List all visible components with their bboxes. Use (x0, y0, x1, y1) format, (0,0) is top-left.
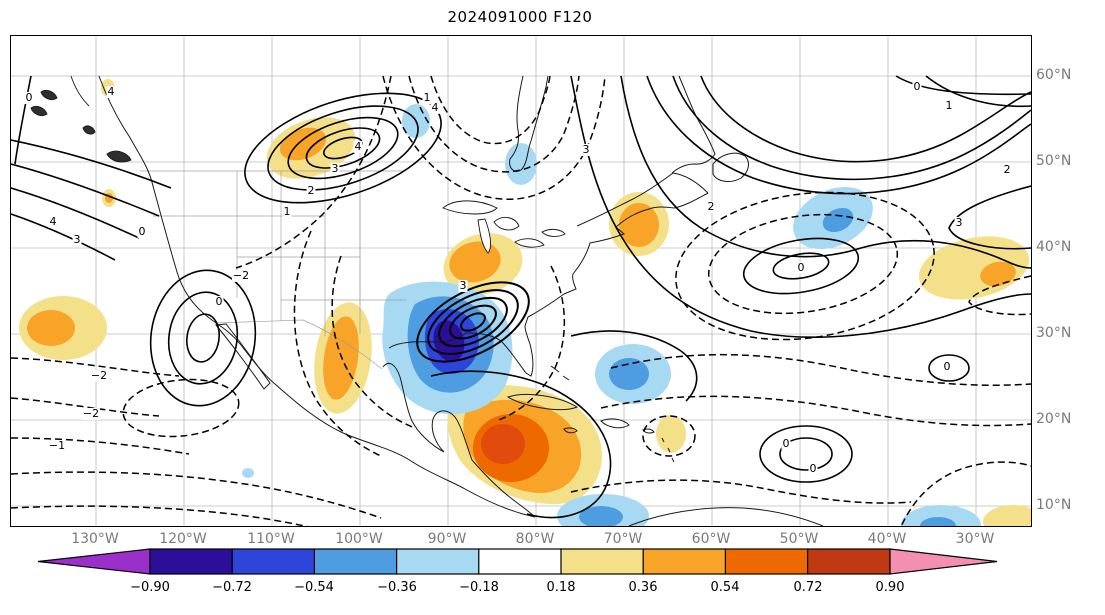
contour-label: 2 (1002, 162, 1012, 177)
contour-label: −2 (231, 268, 251, 283)
contour-label: 3 (458, 278, 468, 293)
map-plot-area: 0 4 4 3 2 1 1 4 3 0 −2 0 −2 −2 −1 4 3 3 … (10, 35, 1032, 527)
colorbar-tick: −0.18 (459, 580, 499, 595)
colorbar-tick: 0.90 (875, 580, 905, 595)
figure-title: 2024091000 F120 (447, 8, 593, 26)
colorbar-tick-labels: −0.90 −0.72 −0.54 −0.36 −0.18 0.18 0.36 … (35, 580, 1000, 598)
contour-label: 4 (106, 84, 116, 99)
contour-label: 3 (954, 215, 964, 230)
contour-label: 3 (581, 142, 591, 157)
colorbar-segment (642, 548, 727, 575)
lon-tick: 60°W (691, 531, 731, 547)
lat-tick: 50°N (1036, 153, 1072, 169)
lat-tick: 20°N (1036, 411, 1072, 427)
colorbar-tick: −0.90 (130, 580, 170, 595)
colorbar-arrow-right (889, 548, 998, 575)
contour-label: 1 (944, 98, 954, 113)
colorbar-tick: −0.36 (377, 580, 417, 595)
contour-label: −1 (47, 438, 67, 453)
lat-tick: 40°N (1036, 239, 1072, 255)
contour-label: 1 (282, 204, 292, 219)
colorbar-segment (231, 548, 316, 575)
x-axis-tick-labels: 130°W 120°W 110°W 100°W 90°W 80°W 70°W 6… (10, 531, 1030, 551)
contour-label: 4 (353, 139, 363, 154)
contour-label: −2 (81, 406, 101, 421)
colorbar-tick: −0.72 (212, 580, 252, 595)
colorbar-segment (396, 548, 480, 575)
lat-tick: 30°N (1036, 325, 1072, 341)
contours-dashed (11, 75, 1031, 526)
colorbar-segment (313, 548, 398, 575)
contour-label: 0 (24, 90, 34, 105)
pacific-islands (30, 75, 132, 163)
coastline (98, 75, 824, 526)
shading-positive-extreme (481, 424, 525, 464)
colorbar-segment (560, 548, 645, 575)
lon-tick: 130°W (71, 531, 119, 547)
colorbar-segment (478, 548, 562, 575)
colorbar-tick: 0.18 (546, 580, 576, 595)
contour-label: 0 (796, 260, 806, 275)
lon-tick: 90°W (427, 531, 467, 547)
contour-label: 2 (706, 199, 716, 214)
contour-label: 0 (781, 436, 791, 451)
lon-tick: 50°W (779, 531, 819, 547)
map-canvas (11, 36, 1031, 526)
lon-tick: 100°W (335, 531, 383, 547)
political-borders (140, 170, 406, 370)
lon-tick: 80°W (515, 531, 555, 547)
contour-label: −2 (89, 368, 109, 383)
great-lakes (442, 200, 566, 254)
lon-tick: 70°W (603, 531, 643, 547)
lon-tick: 110°W (247, 531, 295, 547)
contour-label: 4 (48, 214, 58, 229)
contour-label: 0 (942, 359, 952, 374)
contour-label: 1 (422, 90, 432, 105)
contour-label: 0 (214, 294, 224, 309)
colorbar-tick: −0.54 (294, 580, 334, 595)
lon-tick: 120°W (159, 531, 207, 547)
contour-label: 2 (306, 183, 316, 198)
contour-label: 0 (137, 224, 147, 239)
lat-tick: 10°N (1036, 497, 1072, 513)
colorbar-segment (806, 548, 891, 575)
colorbar-arrow-left (37, 548, 151, 575)
colorbar-segment (149, 548, 234, 575)
contour-label: 0 (912, 79, 922, 94)
contour-label: 3 (72, 232, 82, 247)
colorbar-tick: 0.72 (793, 580, 823, 595)
contour-label: 0 (808, 461, 818, 476)
colorbar (35, 548, 1000, 575)
colorbar-canvas (37, 548, 998, 575)
colorbar-tick: 0.36 (628, 580, 658, 595)
contour-label: 3 (330, 161, 340, 176)
colorbar-segment (724, 548, 809, 575)
colorbar-tick: 0.54 (710, 580, 740, 595)
y-axis-tick-labels: 60°N 50°N 40°N 30°N 20°N 10°N (1036, 35, 1104, 525)
lon-tick: 30°W (955, 531, 995, 547)
lat-tick: 60°N (1036, 67, 1072, 83)
lon-tick: 40°W (867, 531, 907, 547)
contour-label: 4 (430, 100, 440, 115)
